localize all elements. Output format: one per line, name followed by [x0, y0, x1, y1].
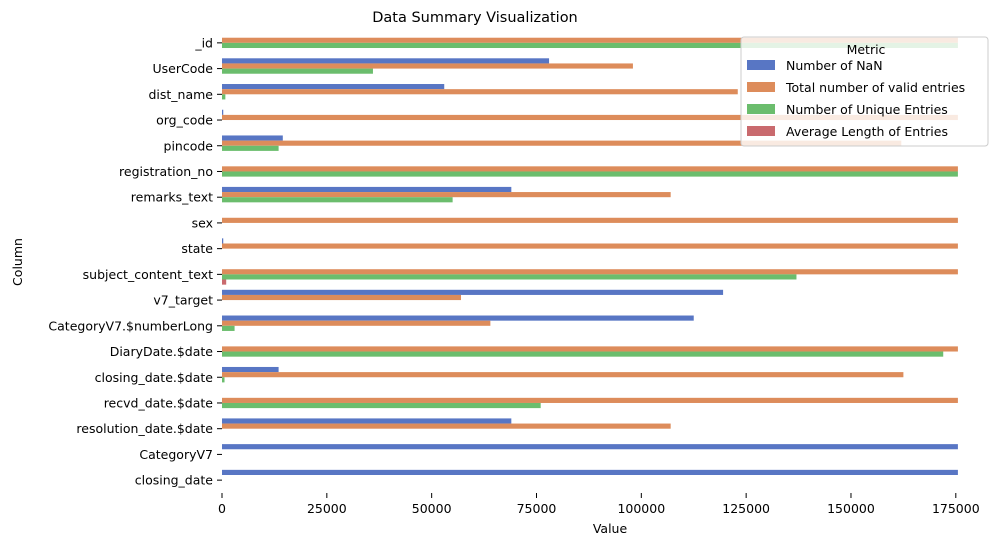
bar-1-2 — [222, 58, 550, 64]
bar-2-13 — [222, 346, 958, 352]
bar-2-16 — [222, 423, 671, 429]
legend-entry-label: Number of NaN — [786, 58, 883, 73]
bar-3-3 — [222, 94, 226, 100]
bar-1-12 — [222, 315, 694, 321]
bar-3-2 — [222, 68, 373, 74]
bar-4-10 — [222, 279, 227, 285]
legend-title: Metric — [847, 42, 886, 57]
bar-3-12 — [222, 325, 235, 331]
legend: Metric Number of NaN Total number of vali… — [740, 36, 989, 147]
y-tick-label: v7_target — [153, 293, 213, 308]
bar-1-4 — [222, 109, 224, 115]
bar-2-6 — [222, 166, 958, 172]
bar-1-7 — [222, 186, 512, 193]
x-axis: 0 25000 50000 75000 100000 125000 150000 175000 — [218, 493, 980, 516]
bar-1-3 — [222, 84, 445, 90]
bar-2-12 — [222, 320, 491, 326]
y-tick-label: closing_date — [135, 473, 214, 488]
bar-2-4 — [222, 114, 958, 121]
chart-title: Data Summary Visualization — [372, 10, 578, 26]
bar-2-1 — [222, 37, 958, 43]
bar-2-15 — [222, 397, 958, 403]
bar-1-9 — [222, 238, 224, 244]
bar-3-7 — [222, 197, 453, 203]
y-axis-label: Column — [10, 238, 25, 286]
x-tick-label: 0 — [218, 501, 226, 516]
y-tick-label: DiaryDate.$date — [110, 344, 214, 359]
legend-frame — [740, 36, 989, 147]
bar-3-14 — [222, 377, 225, 383]
y-tick-label: subject_content_text — [83, 267, 213, 282]
bar-1-16 — [222, 418, 512, 424]
y-tick-label: dist_name — [148, 87, 213, 102]
x-tick-label: 150000 — [827, 501, 875, 516]
x-tick-label: 175000 — [932, 501, 980, 516]
x-axis-label: Value — [593, 521, 628, 536]
x-tick-label: 100000 — [617, 501, 665, 516]
bar-1-18 — [222, 469, 958, 475]
y-tick-label: CategoryV7 — [139, 447, 213, 462]
bar-3-6 — [222, 171, 958, 177]
bar-2-5 — [222, 140, 902, 146]
y-tick-label: resolution_date.$date — [76, 421, 213, 436]
bar-2-14 — [222, 372, 904, 378]
y-tick-label: closing_date.$date — [95, 370, 214, 385]
y-tick-label: state — [181, 241, 213, 256]
y-tick-label: remarks_text — [131, 190, 213, 205]
y-tick-label: pincode — [164, 138, 214, 153]
y-tick-label: CategoryV7.$numberLong — [48, 318, 213, 333]
x-tick-label: 50000 — [412, 501, 452, 516]
bar-3-1 — [222, 42, 958, 49]
legend-swatch — [747, 126, 775, 136]
legend-entry-label: Total number of valid entries — [785, 80, 965, 95]
x-tick-label: 25000 — [307, 501, 347, 516]
bar-1-5 — [222, 135, 283, 141]
legend-swatch — [747, 82, 775, 92]
legend-swatch — [747, 60, 775, 70]
y-tick-label: org_code — [156, 113, 213, 128]
bars-group — [222, 37, 958, 475]
legend-entry-label: Average Length of Entries — [786, 124, 948, 139]
bar-2-8 — [222, 217, 958, 223]
legend-swatch — [747, 104, 775, 114]
y-tick-label: registration_no — [119, 164, 213, 179]
bar-2-11 — [222, 294, 462, 301]
x-tick-label: 125000 — [722, 501, 770, 516]
bar-2-2 — [222, 63, 633, 69]
legend-entry-label: Number of Unique Entries — [786, 102, 948, 117]
bar-2-7 — [222, 192, 671, 198]
bar-1-11 — [222, 289, 724, 295]
bar-2-9 — [222, 243, 958, 249]
bar-2-10 — [222, 269, 958, 275]
bar-1-17 — [222, 444, 958, 450]
x-tick-label: 75000 — [517, 501, 557, 516]
bar-3-15 — [222, 402, 541, 409]
y-tick-label: sex — [192, 215, 213, 230]
bar-1-14 — [222, 366, 279, 373]
y-tick-label: UserCode — [153, 61, 214, 76]
y-tick-label: recvd_date.$date — [104, 395, 214, 410]
bar-3-10 — [222, 274, 797, 280]
bar-2-3 — [222, 89, 738, 95]
bar-3-13 — [222, 351, 944, 357]
bar-3-5 — [222, 145, 279, 151]
y-tick-label: _id — [194, 35, 213, 50]
